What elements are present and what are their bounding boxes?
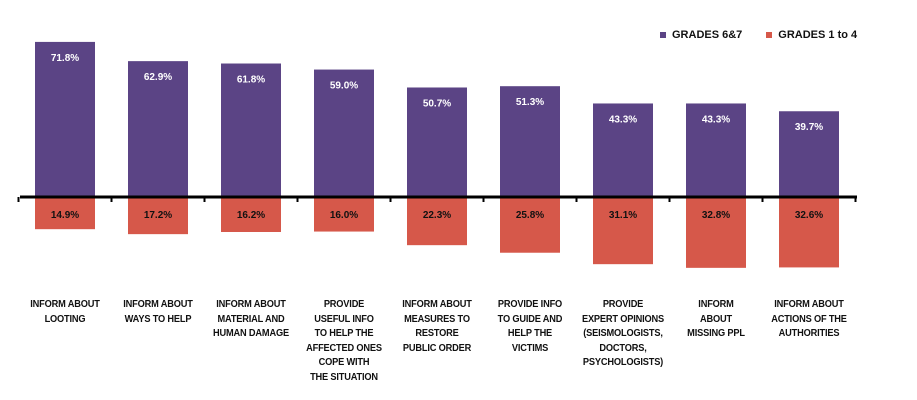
bar-grades-1-4 [686, 197, 746, 268]
bar-grades-1-4 [128, 197, 188, 235]
category-label: INFORM ABOUT MEASURES TO RESTORE PUBLIC … [402, 298, 472, 354]
bar-grades-6-7 [407, 87, 467, 197]
legend-item-grades-6-7: GRADES 6&7 [660, 29, 742, 41]
category-label: INFORM ABOUT MATERIAL AND HUMAN DAMAGE [213, 298, 289, 339]
category-label: PROVIDE INFO TO GUIDE AND HELP THE VICTI… [497, 298, 563, 354]
bar-grades-6-7 [314, 69, 374, 197]
data-label: 43.3% [702, 114, 730, 125]
data-label: 43.3% [609, 114, 637, 125]
legend: GRADES 6&7 GRADES 1 to 4 [660, 29, 857, 41]
bar-grades-6-7 [500, 86, 560, 197]
legend-item-grades-1-4: GRADES 1 to 4 [766, 29, 857, 41]
data-label: 22.3% [423, 210, 451, 221]
bar-grades-1-4 [593, 197, 653, 265]
bar-grades-1-4 [500, 197, 560, 253]
data-label: 17.2% [144, 210, 172, 221]
data-label: 31.1% [609, 210, 637, 221]
bar-grades-6-7 [128, 61, 188, 197]
bar-grades-6-7 [221, 63, 281, 198]
data-label: 62.9% [144, 72, 172, 83]
bar-grades-6-7 [593, 103, 653, 197]
data-label: 61.8% [237, 75, 265, 86]
data-label: 39.7% [795, 122, 823, 133]
bar-grades-1-4 [35, 197, 95, 230]
category-label: PROVIDE EXPERT OPINIONS (SEISMOLOGISTS, … [581, 298, 665, 368]
data-label: 14.9% [51, 210, 79, 221]
category-label: INFORM ABOUT LOOTING [30, 298, 100, 325]
category-label: INFORM ABOUT WAYS TO HELP [123, 298, 193, 325]
data-label: 59.0% [330, 81, 358, 92]
legend-swatch-red [766, 32, 773, 38]
data-label: 71.8% [51, 53, 79, 64]
category-label: INFORM ABOUT ACTIONS OF THE AUTHORITIES [771, 298, 847, 339]
bar-grades-1-4 [221, 197, 281, 232]
legend-label: GRADES 6&7 [672, 29, 743, 41]
data-label: 25.8% [516, 210, 544, 221]
bar-grades-1-4 [779, 197, 839, 268]
bar-grades-6-7 [779, 111, 839, 197]
data-label: 50.7% [423, 98, 451, 109]
legend-swatch-purple [660, 32, 666, 38]
data-label: 32.8% [702, 210, 730, 221]
data-label: 16.0% [330, 210, 358, 221]
bar-grades-6-7 [35, 41, 95, 197]
bar-grades-1-4 [314, 197, 374, 232]
data-label: 32.6% [795, 210, 823, 221]
category-label: PROVIDE USEFUL INFO TO HELP THE AFFECTED… [306, 298, 382, 383]
category-label: INFORM ABOUT MISSING PPL [687, 298, 745, 339]
bar-grades-6-7 [686, 103, 746, 197]
legend-label: GRADES 1 to 4 [778, 29, 858, 41]
bar-grades-1-4 [407, 197, 467, 246]
data-label: 16.2% [237, 210, 265, 221]
data-label: 51.3% [516, 97, 544, 108]
